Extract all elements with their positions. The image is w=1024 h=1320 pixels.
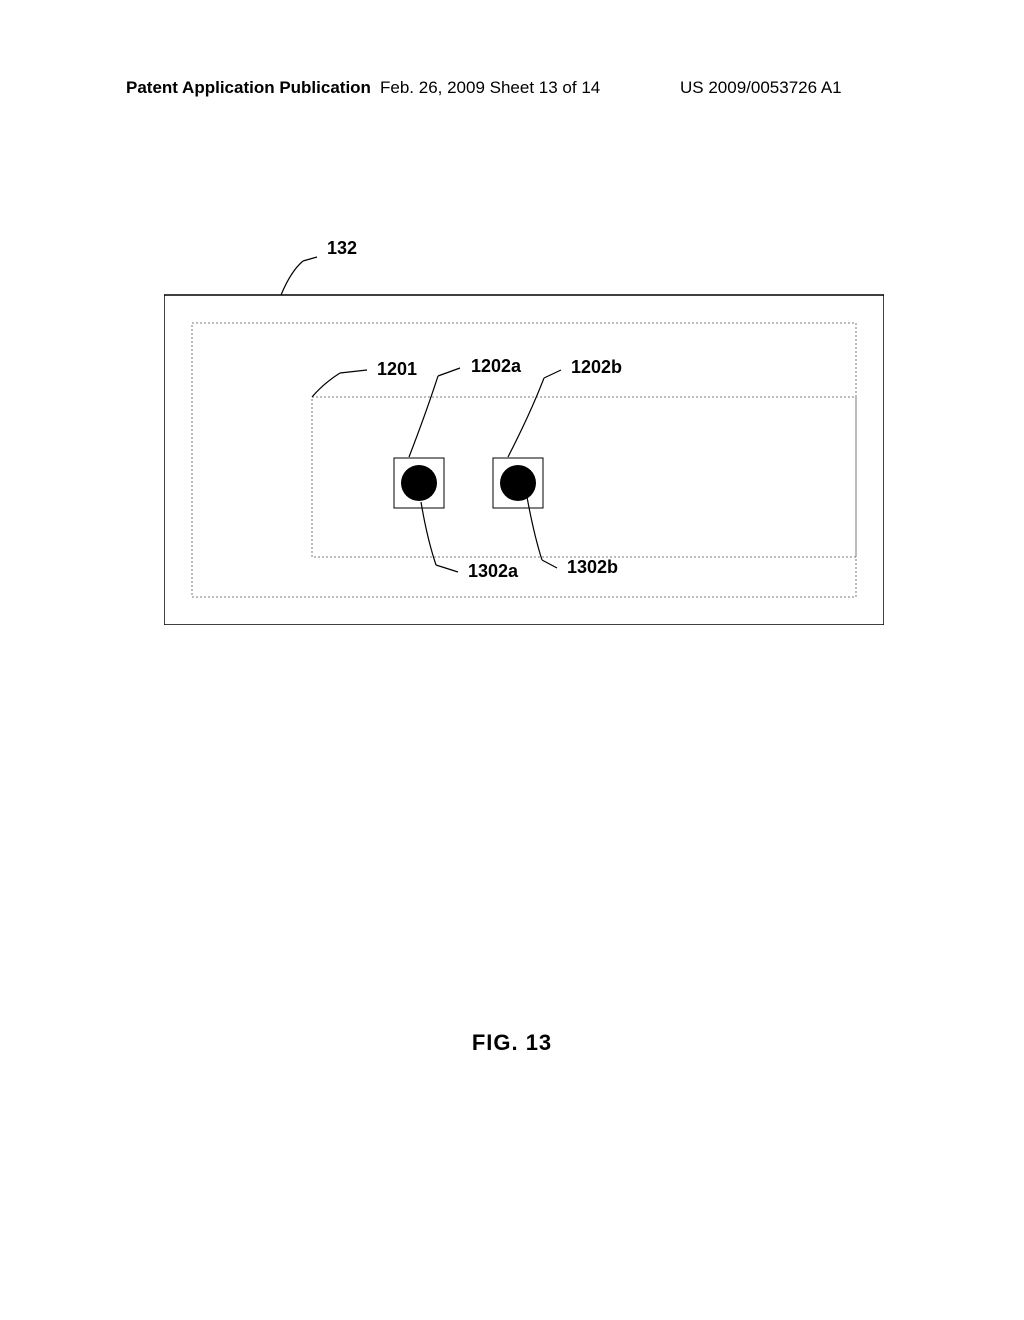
patent-figure-diagram: 132 1201 1202a 1202b 1302a 1302b: [164, 235, 884, 625]
svg-text:132: 132: [327, 238, 357, 258]
svg-text:1302b: 1302b: [567, 557, 618, 577]
header-right: US 2009/0053726 A1: [680, 78, 842, 98]
figure-svg: 132 1201 1202a 1202b 1302a 1302b: [164, 235, 884, 625]
header-left: Patent Application Publication: [126, 78, 371, 98]
svg-text:1201: 1201: [377, 359, 417, 379]
page: Patent Application Publication Feb. 26, …: [0, 0, 1024, 1320]
figure-caption: FIG. 13: [0, 1030, 1024, 1056]
svg-text:1202b: 1202b: [571, 357, 622, 377]
svg-text:1302a: 1302a: [468, 561, 519, 581]
header-center: Feb. 26, 2009 Sheet 13 of 14: [380, 78, 600, 98]
svg-text:1202a: 1202a: [471, 356, 522, 376]
